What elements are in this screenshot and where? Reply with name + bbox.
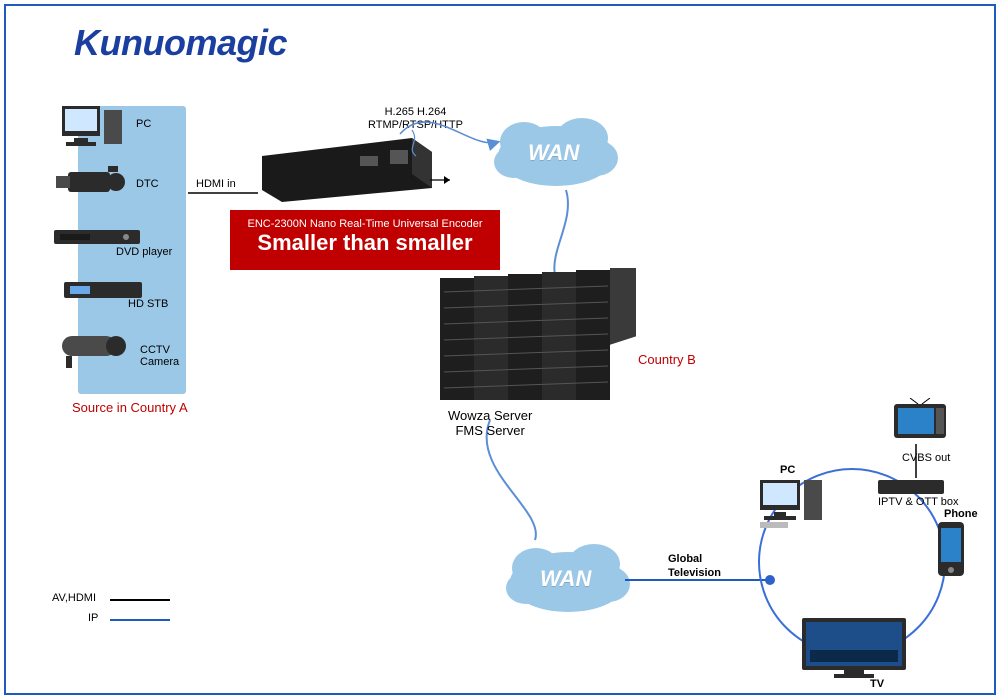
source-dtc-label: DTC (136, 178, 159, 190)
endpoint-ott-label: IPTV & OTT box (878, 496, 959, 508)
encoder-headline: Smaller than smaller (230, 230, 500, 256)
source-stb-label: HD STB (128, 298, 168, 310)
source-dtc-icon (56, 162, 134, 202)
wan-cloud-1 (486, 108, 626, 196)
server-rack-icon (440, 268, 640, 412)
endpoint-tv-label: TV (870, 678, 884, 690)
source-caption: Source in Country A (72, 400, 188, 415)
legend-av-label: AV,HDMI (52, 592, 96, 604)
source-cctv-icon (62, 330, 138, 370)
source-cctv-label: CCTV Camera (140, 344, 186, 368)
source-dvd-label: DVD player (116, 246, 172, 258)
server-label: Wowza Server FMS Server (448, 408, 532, 438)
protocols-label: H.265 H.264 RTMP/RTSP/HTTP (368, 106, 463, 132)
legend-av-line (110, 599, 170, 601)
source-pc-label: PC (136, 118, 151, 130)
global-tv-label: Global Television (668, 552, 721, 580)
wan-cloud-2 (498, 534, 638, 622)
endpoint-ott-icon (878, 478, 944, 498)
legend-ip-label: IP (88, 612, 98, 624)
endpoint-phone-label: Phone (944, 508, 978, 520)
endpoint-crt-tv-icon (892, 398, 948, 444)
country-b-label: Country B (638, 352, 696, 367)
encoder-device-icon (262, 138, 432, 202)
endpoint-pc-label: PC (780, 464, 795, 476)
legend-ip-line (110, 619, 170, 621)
source-pc-icon (60, 104, 130, 150)
endpoint-pc-icon (758, 476, 832, 530)
encoder-subtitle: ENC-2300N Nano Real-Time Universal Encod… (230, 218, 500, 230)
brand-title: Kunuomagic (74, 22, 287, 64)
encoder-banner: ENC-2300N Nano Real-Time Universal Encod… (230, 210, 500, 270)
endpoint-phone-icon (936, 520, 966, 578)
cvbs-label: CVBS out (902, 452, 950, 464)
ring-entry-dot (765, 575, 775, 585)
endpoint-tv-icon (800, 616, 908, 680)
hdmi-label: HDMI in (196, 178, 236, 190)
